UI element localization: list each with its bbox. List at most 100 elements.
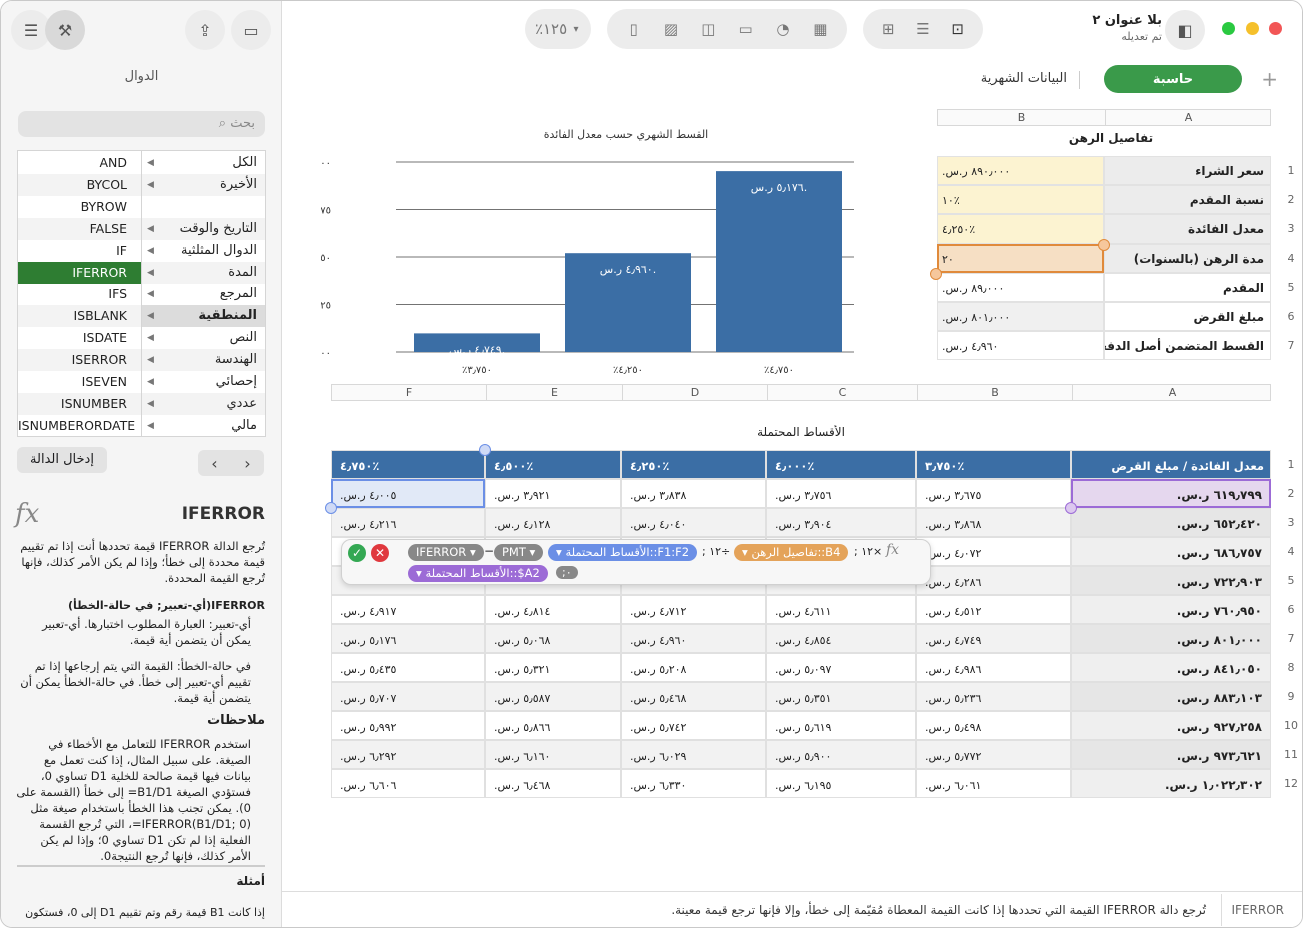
tab-calculator[interactable]: حاسبة [1104, 65, 1242, 93]
column-a[interactable]: A [1105, 110, 1271, 125]
table-cell[interactable]: ٥٫٢٠٨ ر.س. [621, 653, 766, 682]
function-item[interactable]: BYCOL [18, 173, 141, 196]
mortgage-label-cell[interactable]: مدة الرهن (بالسنوات) [1104, 243, 1271, 273]
text-icon[interactable]: ▯ [629, 20, 638, 38]
table-cell[interactable]: ٤٫١٢٨ ر.س. [485, 508, 621, 537]
hammer-icon[interactable]: ⚒ [45, 10, 85, 50]
comment-icon[interactable]: ▭ [231, 10, 271, 50]
zoom-window-button[interactable] [1222, 22, 1235, 35]
function-item[interactable]: IF [116, 242, 127, 258]
resize-handle[interactable] [479, 444, 491, 456]
function-item[interactable]: ISNUMBER [18, 392, 141, 415]
table-cell[interactable]: ٥٫٧٧٢ ر.س. [916, 740, 1071, 769]
mortgage-label-cell[interactable]: القسط المتضمن أصل الدفعة [1104, 331, 1271, 361]
table-icon[interactable]: ▦ [813, 20, 828, 38]
zoom-control[interactable]: ٪١٢٥ ▾ [525, 9, 591, 49]
table-cell[interactable]: ٦٨٦٫٧٥٧ ر.س. [1071, 537, 1271, 566]
table-cell[interactable]: ٤٫٩٦٠ ر.س. [621, 624, 766, 653]
table-cell[interactable]: ٩٢٧٫٢٥٨ ر.س. [1071, 711, 1271, 740]
table-cell[interactable]: ٧٦٠٫٩٥٠ ر.س. [1071, 595, 1271, 624]
header-cell[interactable]: ٪٤٫٥٠٠ [485, 450, 621, 479]
row-number[interactable]: 9 [1287, 690, 1295, 703]
list-icon[interactable]: ☰ [916, 20, 930, 38]
textbox-icon[interactable]: ▭ [738, 20, 753, 38]
category-item[interactable]: التاريخ والوقت ◀ [141, 217, 265, 240]
header-cell[interactable]: ٪٣٫٧٥٠ [916, 450, 1071, 479]
row-number[interactable]: 1 [1287, 458, 1295, 471]
function-row[interactable]: AND الكل ◀ [18, 152, 265, 174]
function-row[interactable]: ISDATE النص ◀ [18, 327, 265, 349]
table-cell[interactable]: ٥٫٤٦٨ ر.س. [621, 682, 766, 711]
mortgage-label-cell[interactable]: معدل الفائدة [1104, 214, 1271, 244]
media-icon[interactable]: ▨ [663, 20, 679, 38]
row-number[interactable]: 3 [1287, 516, 1295, 529]
function-row[interactable]: IFERROR المدة ◀ [18, 261, 265, 284]
category-item[interactable]: الكل ◀ [141, 152, 265, 174]
mortgage-value-cell[interactable]: ٨٠١٫٠٠٠ ر.س. [937, 302, 1104, 332]
function-item[interactable]: ISNUMBERORDATE [18, 417, 136, 433]
fx-icon[interactable]: fx [886, 542, 900, 558]
category-item[interactable]: الأخيرة ◀ [141, 173, 265, 196]
table-cell[interactable]: ٥٫٤٣٥ ر.س. [331, 653, 485, 682]
table-cell[interactable]: ٤٫٧١٢ ر.س. [621, 595, 766, 624]
table-cell[interactable]: ٥٫٩٠٠ ر.س. [766, 740, 916, 769]
table-cell[interactable]: ٣٫٩٠٤ ر.س. [766, 508, 916, 537]
header-cell[interactable]: ٪٤٫٧٥٠ [331, 450, 485, 479]
table-cell[interactable]: ٦٫١٩٥ ر.س. [766, 769, 916, 798]
header-cell[interactable]: ٪٤٫٢٥٠ [621, 450, 766, 479]
table-cell[interactable]: ٣٫٦٧٥ ر.س. [916, 479, 1071, 508]
table-cell[interactable]: ٦٫٦٠٦ ر.س. [331, 769, 485, 798]
function-row[interactable]: IFS المرجع ◀ [18, 283, 265, 305]
table-cell[interactable]: ٥٫٢٣٦ ر.س. [916, 682, 1071, 711]
accept-icon[interactable]: ✓ [348, 544, 366, 562]
table-cell[interactable]: ٥٫٠٩٧ ر.س. [766, 653, 916, 682]
table-cell[interactable]: ٤٫٦١١ ر.س. [766, 595, 916, 624]
column-b[interactable]: B [1017, 111, 1026, 124]
category-item[interactable]: النص ◀ [141, 327, 265, 349]
category-item[interactable]: المرجع ◀ [141, 283, 265, 305]
table-cell[interactable]: ٤٫٧٤٩ ر.س. [916, 624, 1071, 653]
mortgage-value-cell[interactable]: ٤٫٩٦٠ ر.س. [937, 331, 1104, 361]
function-row[interactable]: ISERROR الهندسة ◀ [18, 349, 265, 372]
table-cell[interactable]: ٤٫٢٨٦ ر.س. [916, 566, 1071, 595]
function-row[interactable]: FALSE التاريخ والوقت ◀ [18, 217, 265, 240]
header-cell[interactable]: معدل الفائدة / مبلغ القرض [1071, 450, 1271, 479]
table-cell[interactable]: ٥٫٠٦٨ ر.س. [485, 624, 621, 653]
category-item[interactable]: المدة ◀ [141, 261, 265, 284]
resize-handle[interactable] [930, 268, 942, 280]
bar[interactable] [565, 253, 691, 352]
table-cell[interactable]: ٣٫٨٦٨ ر.س. [916, 508, 1071, 537]
table-cell[interactable]: ٧٢٢٫٩٠٣ ر.س. [1071, 566, 1271, 595]
function-item[interactable]: ISDATE [82, 330, 127, 346]
table-cell[interactable]: ٨٨٣٫١٠٣ ر.س. [1071, 682, 1271, 711]
row-number[interactable]: 4 [1287, 545, 1295, 558]
table-cell[interactable]: ٣٫٨٣٨ ر.س. [621, 479, 766, 508]
table-cell[interactable]: ٥٫٧٤٢ ر.س. [621, 711, 766, 740]
close-button[interactable] [1269, 22, 1282, 35]
row-number[interactable]: 6 [1287, 310, 1295, 323]
minimize-button[interactable] [1246, 22, 1259, 35]
row-number[interactable]: 8 [1287, 661, 1295, 674]
organize-icon[interactable]: ⊞ [882, 20, 895, 38]
formula-token-pmt[interactable]: PMT ▾ [494, 544, 544, 561]
column-a[interactable]: A [1072, 385, 1272, 400]
shape-icon[interactable]: ◫ [701, 20, 716, 38]
function-row[interactable]: IF الدوال المثلثية ◀ [18, 240, 265, 262]
row-number[interactable]: 10 [1284, 719, 1298, 732]
category-item[interactable] [141, 196, 265, 218]
function-item[interactable]: ISBLANK [18, 305, 141, 328]
search-input[interactable]: بحث ⌕ [18, 111, 265, 137]
category-item[interactable]: عددي ◀ [141, 392, 265, 415]
column-f[interactable]: F [405, 386, 413, 399]
table-cell[interactable]: ٦٫٣٣٠ ر.س. [621, 769, 766, 798]
resize-handle[interactable] [1098, 239, 1110, 251]
row-number[interactable]: 2 [1287, 487, 1295, 500]
mortgage-label-cell[interactable]: مبلغ القرض [1104, 302, 1271, 332]
table-cell[interactable]: ٤٫٠٤٠ ر.س. [621, 508, 766, 537]
function-item[interactable]: BYROW [80, 198, 127, 214]
formula-editor[interactable]: ✓ ✕ IFERROR ▾ − PMT ▾ ▾ الأقساط المحتملة… [341, 539, 931, 585]
resize-handle[interactable] [1065, 502, 1077, 514]
cancel-icon[interactable]: ✕ [371, 544, 389, 562]
mortgage-value-cell[interactable]: ٨٩٫٠٠٠ ر.س. [937, 272, 1104, 302]
